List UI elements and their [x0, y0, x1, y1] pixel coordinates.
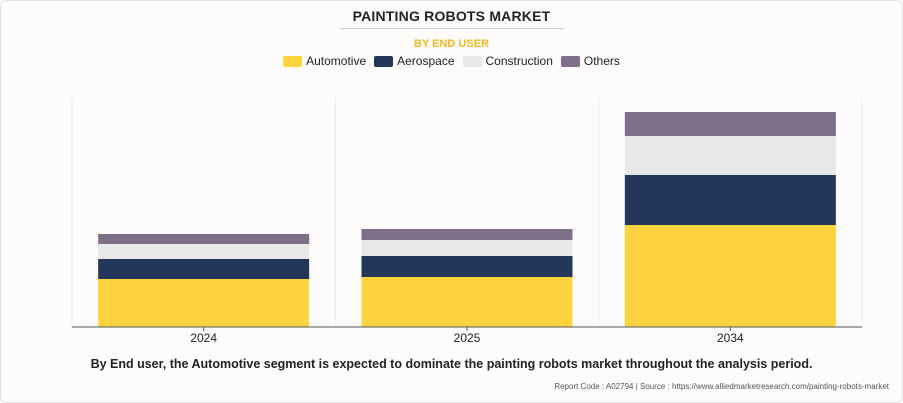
legend-label-automotive: Automotive — [306, 54, 367, 68]
bar-automotive-2024 — [98, 279, 310, 327]
x-tick-label-2024: 2024 — [190, 331, 217, 345]
legend-item-others: Others — [560, 54, 620, 68]
x-tick-label-2025: 2025 — [454, 331, 481, 345]
bar-construction-2024 — [98, 244, 310, 259]
legend-swatch-others — [560, 55, 580, 67]
title-divider — [340, 28, 564, 29]
bar-others-2025 — [361, 229, 573, 240]
legend-label-others: Others — [583, 54, 620, 68]
bar-aerospace-2024 — [98, 259, 310, 279]
bar-construction-2034 — [624, 136, 836, 175]
bar-others-2024 — [98, 234, 310, 244]
legend-item-aerospace: Aerospace — [374, 54, 455, 68]
bar-automotive-2034 — [624, 225, 836, 327]
chart-title: PAINTING ROBOTS MARKET — [352, 8, 551, 24]
bar-automotive-2025 — [361, 277, 573, 327]
legend-swatch-automotive — [283, 55, 303, 67]
bar-aerospace-2034 — [624, 175, 836, 225]
bar-aerospace-2025 — [361, 256, 573, 277]
legend-label-construction: Construction — [485, 54, 553, 68]
legend-item-automotive: Automotive — [283, 54, 366, 68]
bar-construction-2025 — [361, 240, 573, 256]
legend-item-construction: Construction — [462, 54, 553, 68]
chart-legend: Automotive Aerospace Construction Others — [0, 54, 903, 68]
legend-swatch-construction — [462, 55, 482, 67]
legend-label-aerospace: Aerospace — [397, 54, 455, 68]
chart-subtitle: BY END USER — [414, 38, 489, 50]
x-tick-label-2034: 2034 — [717, 331, 744, 345]
bar-others-2034 — [624, 112, 836, 136]
source-note: Report Code : A02794 | Source : https://… — [554, 382, 889, 391]
legend-swatch-aerospace — [374, 55, 394, 67]
chart-caption: By End user, the Automotive segment is e… — [90, 357, 813, 371]
